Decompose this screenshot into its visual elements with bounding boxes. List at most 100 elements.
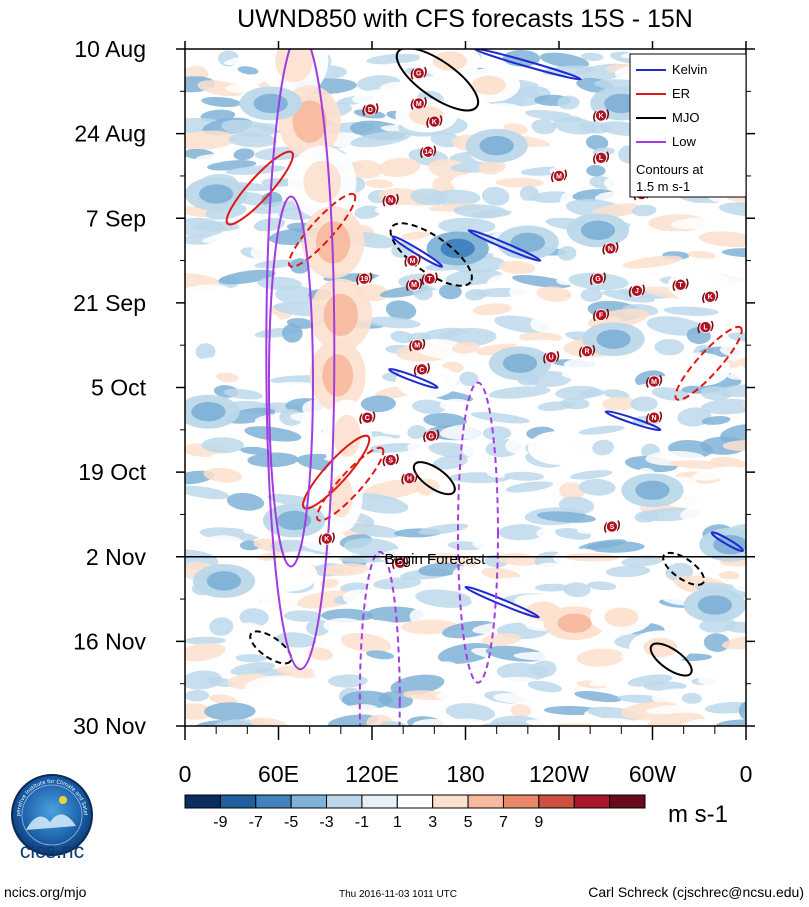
- y-tick-label: 7 Sep: [86, 205, 146, 231]
- storm-marker: T: [421, 272, 438, 286]
- anomaly-cell: [721, 248, 746, 258]
- colorbar-tick-label: 3: [428, 814, 437, 831]
- anomaly-cell: [554, 690, 578, 702]
- cyclone-icon: [423, 272, 436, 285]
- cyclone-icon: [595, 308, 608, 321]
- storm-name: K: [599, 113, 604, 120]
- x-tick-label: 120W: [529, 761, 589, 787]
- storm-marker: C: [359, 411, 376, 425]
- storm-name: K: [708, 294, 713, 301]
- anomaly-cell: [732, 411, 746, 421]
- colorbar-swatch: [538, 794, 575, 809]
- anomaly-cell: [251, 200, 308, 214]
- storm-name: D: [368, 107, 373, 114]
- anomaly-cell: [451, 401, 481, 415]
- anomaly-cell: [673, 202, 734, 217]
- anomaly-blob-core: [510, 232, 545, 253]
- kelvin-contour: [604, 410, 662, 432]
- anomaly-cell: [235, 622, 267, 641]
- anomaly-cell: [244, 426, 302, 442]
- anomaly-cell: [602, 396, 636, 411]
- storm-name: L: [599, 155, 604, 162]
- anomaly-cell: [651, 387, 690, 401]
- cyclone-arm-icon: [423, 429, 440, 443]
- cyclone-icon: [422, 145, 435, 158]
- storm-name: K: [432, 119, 437, 126]
- cyclone-arm-icon: [318, 532, 335, 546]
- anomaly-cell: [297, 590, 357, 609]
- anomaly-cell: [391, 242, 414, 258]
- colorbar-tick-label: 1: [393, 814, 402, 831]
- er-contour: [674, 325, 743, 401]
- storm-marker: S: [382, 453, 399, 467]
- anomaly-cell: [525, 719, 578, 726]
- anomaly-cell: [578, 425, 625, 435]
- anomaly-cell: [580, 288, 603, 302]
- anomaly-cell: [195, 343, 216, 360]
- cyclone-arm-icon: [359, 411, 376, 425]
- y-tick-label: 24 Aug: [74, 121, 146, 147]
- anomaly-cell: [590, 717, 652, 726]
- cyclone-icon: [545, 351, 558, 364]
- anomaly-cell: [586, 164, 606, 177]
- mjo-contour: [649, 642, 693, 677]
- anomaly-cell: [701, 416, 731, 425]
- anomaly-cell: [366, 714, 394, 726]
- anomaly-cell: [518, 332, 563, 343]
- cyclone-arm-icon: [593, 151, 610, 165]
- x-tick-label: 0: [740, 761, 753, 787]
- westerly-band-core: [323, 293, 358, 337]
- cyclone-icon: [648, 411, 661, 424]
- cyclone-icon: [415, 363, 428, 376]
- cyclone-icon: [412, 97, 425, 110]
- anomaly-cell: [342, 589, 392, 610]
- anomaly-cell: [735, 299, 746, 311]
- anomaly-cell: [366, 606, 424, 623]
- storm-name: S: [388, 457, 393, 464]
- anomaly-cell: [451, 174, 487, 191]
- storm-marker: M: [645, 375, 663, 388]
- anomaly-cell: [513, 200, 544, 218]
- anomaly-cell: [710, 506, 735, 526]
- anomaly-cell: [461, 439, 483, 458]
- anomaly-blob-core: [440, 238, 475, 259]
- anomaly-cell: [687, 251, 716, 259]
- anomaly-cell: [185, 670, 222, 690]
- anomaly-cell: [631, 425, 663, 437]
- anomaly-cell: [348, 159, 383, 179]
- low-contour: [456, 381, 499, 684]
- anomaly-cell: [365, 443, 421, 453]
- anomaly-cell: [365, 179, 394, 189]
- storm-marker: H: [401, 471, 418, 485]
- anomaly-cell: [719, 484, 746, 496]
- anomaly-cell: [706, 494, 731, 508]
- anomaly-cell: [390, 674, 445, 696]
- anomaly-cell: [261, 381, 323, 397]
- anomaly-cell: [249, 717, 288, 726]
- anomaly-cell: [576, 648, 625, 667]
- anomaly-cell: [498, 260, 536, 275]
- storm-marker: M: [410, 96, 427, 110]
- anomaly-cell: [283, 610, 323, 622]
- legend-er-label: ER: [672, 86, 690, 101]
- anomaly-cell: [200, 535, 244, 553]
- westerly-band-core: [328, 475, 353, 518]
- colorbar-swatch: [573, 794, 611, 809]
- cyclone-icon: [699, 321, 712, 334]
- anomaly-cell: [224, 231, 280, 242]
- anomaly-cell: [717, 287, 746, 303]
- kelvin-contour: [388, 368, 439, 389]
- cyclone-icon: [581, 345, 594, 358]
- logo-inner-ring: [21, 784, 83, 846]
- storm-marker: L: [593, 151, 610, 165]
- footer-url: ncics.org/mjo: [4, 884, 87, 900]
- storm-marker: M: [409, 338, 426, 352]
- anomaly-cell: [673, 522, 710, 536]
- mjo-contour: [662, 551, 706, 586]
- colorbar-tick-label: -5: [284, 814, 298, 831]
- storm-markers: GMDK14KLMHNNM19MTGJTKFLMURCMNCGSHSKG: [318, 66, 719, 570]
- colorbar-tick-label: 5: [464, 814, 473, 831]
- er-contour: [225, 150, 294, 226]
- storm-marker: G: [410, 66, 427, 80]
- legend-box: [629, 53, 747, 198]
